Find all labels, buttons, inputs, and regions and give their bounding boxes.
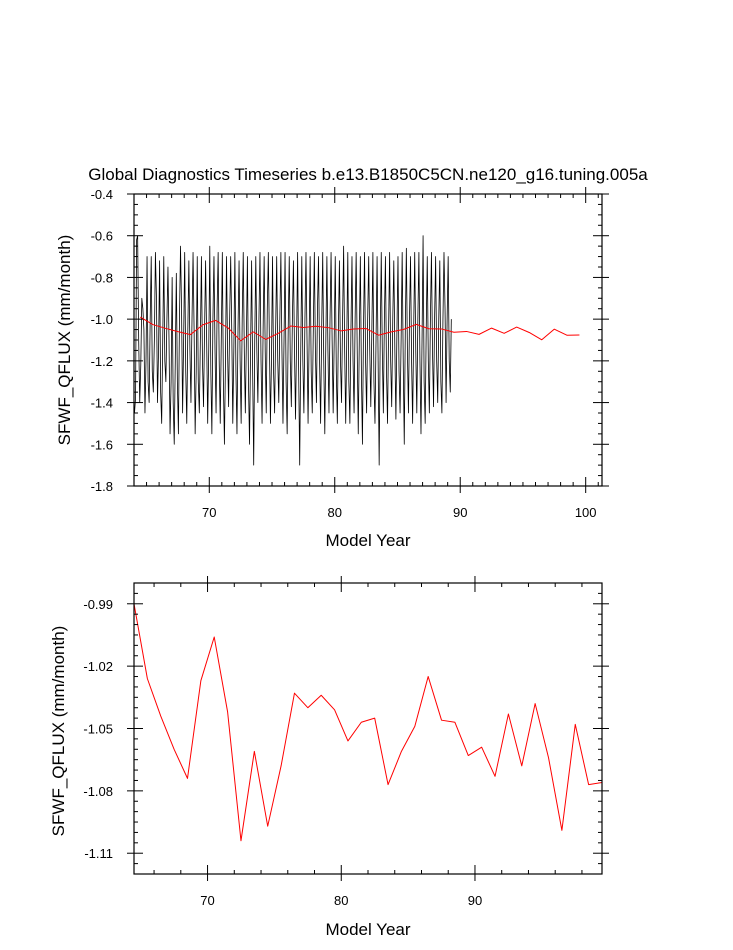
- bottom-x-tick-label: 70: [200, 893, 214, 908]
- top-x-tick-label: 80: [328, 505, 342, 520]
- bottom-chart-axes: 70 80 90 -1.11 -1.08 -1.05 -1.02 -0.99: [83, 576, 609, 908]
- top-x-tick-label: 100: [575, 505, 597, 520]
- top-y-tick-label: -1.6: [91, 437, 113, 452]
- bottom-plot-frame: [133, 582, 603, 875]
- top-series-annual-mean: [140, 316, 580, 342]
- bottom-y-tick-label: -1.11: [84, 846, 113, 861]
- bottom-chart-y-label: SFWF_QFLUX (mm/month): [49, 626, 68, 837]
- bottom-chart: 70 80 90 -1.11 -1.08 -1.05 -1.02 -0.99 Model Ye…: [49, 576, 609, 939]
- top-x-tick-label: 90: [453, 505, 467, 520]
- top-y-tick-label: -0.8: [91, 270, 113, 285]
- top-chart: Global Diagnostics Timeseries b.e13.B185…: [55, 165, 648, 550]
- top-series-monthly: [134, 235, 452, 466]
- bottom-series-annual-mean: [134, 603, 602, 842]
- top-y-tick-label: -1.0: [91, 312, 113, 327]
- bottom-chart-x-label: Model Year: [325, 920, 410, 939]
- bottom-y-tick-label: -1.08: [83, 784, 113, 799]
- top-x-tick-label: 70: [202, 505, 216, 520]
- bottom-y-tick-label: -0.99: [83, 597, 113, 612]
- top-chart-axes: 70 80 90 100 -1.8 -1.6 -1.4 -1.2 -1.0 -0.8 -0.6 -0.…: [91, 187, 609, 520]
- top-y-tick-label: -1.4: [91, 396, 113, 411]
- top-chart-series: [134, 235, 580, 466]
- top-chart-x-label: Model Year: [325, 531, 410, 550]
- bottom-y-tick-label: -1.02: [83, 659, 113, 674]
- top-y-tick-label: -1.8: [91, 479, 113, 494]
- top-y-tick-label: -0.6: [91, 229, 113, 244]
- bottom-x-tick-label: 80: [334, 893, 348, 908]
- top-y-tick-label: -0.4: [91, 187, 113, 202]
- top-chart-y-label: SFWF_QFLUX (mm/month): [55, 235, 74, 446]
- top-y-tick-label: -1.2: [91, 354, 113, 369]
- top-chart-title: Global Diagnostics Timeseries b.e13.B185…: [88, 165, 648, 184]
- bottom-y-tick-label: -1.05: [83, 722, 113, 737]
- bottom-chart-series: [134, 603, 602, 842]
- bottom-x-tick-label: 90: [468, 893, 482, 908]
